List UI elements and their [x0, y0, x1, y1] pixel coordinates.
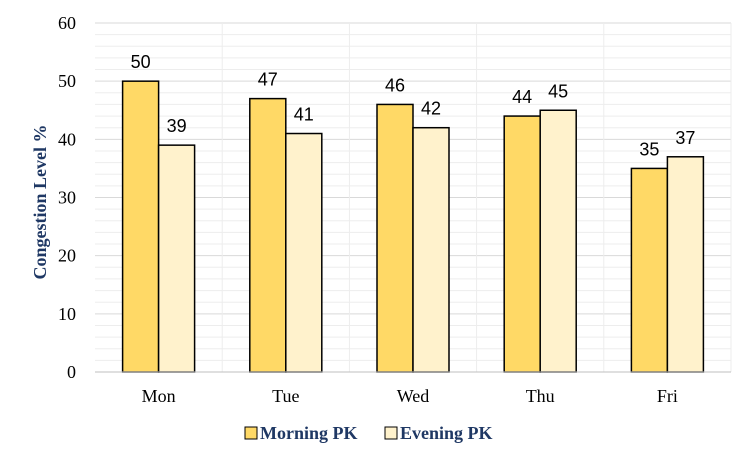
bar-evening-pk-thu: [539, 109, 577, 373]
bar-morning-pk-thu: [503, 115, 541, 373]
data-label: 44: [512, 87, 532, 107]
data-label: 39: [167, 116, 187, 136]
bars: [121, 80, 705, 373]
y-tick-label: 10: [58, 304, 76, 324]
bar-morning-pk-fri: [630, 167, 669, 373]
x-tick-label-tue: Tue: [272, 386, 299, 406]
data-label: 41: [294, 105, 314, 125]
bar-morning-pk-tue: [249, 97, 287, 373]
bar-evening-pk-fri: [666, 156, 705, 373]
legend: Morning PK Evening PK: [244, 423, 493, 443]
legend-label-morning-pk: Morning PK: [260, 423, 358, 443]
x-tick-label-thu: Thu: [526, 386, 555, 406]
y-tick-label: 60: [58, 13, 76, 33]
bar-evening-pk-mon: [157, 144, 196, 373]
data-label: 47: [258, 70, 278, 90]
y-tick-label: 0: [67, 362, 76, 382]
data-label: 50: [131, 52, 151, 72]
x-tick-label-mon: Mon: [142, 386, 176, 406]
y-tick-label: 20: [58, 246, 76, 266]
bar-morning-pk-mon: [121, 80, 160, 373]
x-tick-label-wed: Wed: [397, 386, 430, 406]
bar-evening-pk-wed: [412, 126, 450, 373]
x-tick-label-fri: Fri: [657, 386, 678, 406]
data-labels: 50 39 47 41 46 42 44 45 35 37: [131, 52, 696, 159]
data-label: 35: [639, 139, 659, 159]
data-label: 37: [675, 128, 695, 148]
data-label: 42: [421, 99, 441, 119]
bar-morning-pk-wed: [376, 103, 414, 373]
y-axis-title: Congestion Level %: [30, 125, 50, 280]
y-tick-label: 50: [58, 71, 76, 91]
legend-swatch-morning-pk: [244, 426, 258, 440]
data-label: 46: [385, 75, 405, 95]
y-tick-label: 40: [58, 129, 76, 149]
legend-label-evening-pk: Evening PK: [400, 423, 493, 443]
axes: 0 10 20 30 40 50 60 Mon Tue Wed Thu Fri: [58, 13, 731, 406]
bar-evening-pk-tue: [285, 132, 323, 373]
y-tick-label: 30: [58, 188, 76, 208]
data-label: 45: [548, 81, 568, 101]
legend-swatch-evening-pk: [384, 426, 398, 440]
